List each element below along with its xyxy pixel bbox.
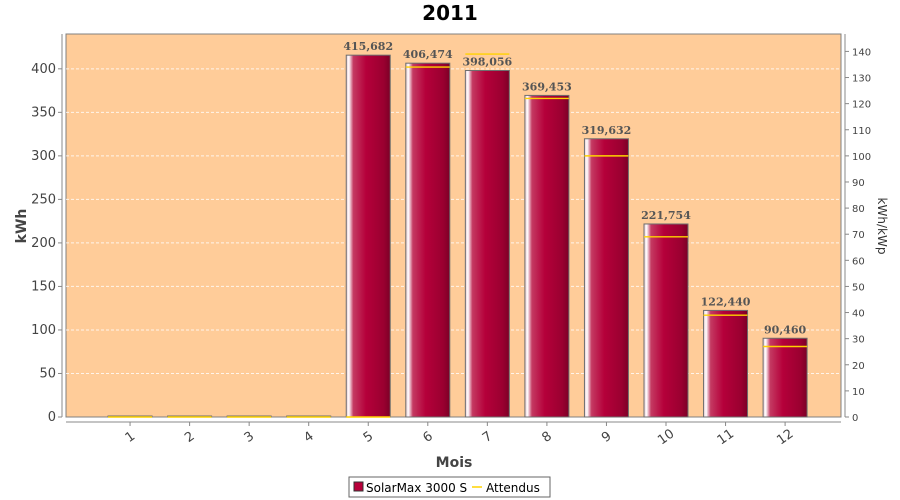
y-tick-label: 300 [31, 149, 56, 164]
bar [405, 62, 451, 418]
bar [464, 70, 510, 418]
bar [583, 138, 629, 418]
legend-label-attendus: Attendus [486, 481, 540, 495]
y-right-tick-label: 100 [852, 152, 871, 163]
x-tick-label: 9 [599, 429, 614, 446]
data-label: 90,460 [764, 323, 806, 336]
y-right-tick-label: 20 [852, 361, 865, 372]
y-right-tick-label: 50 [852, 282, 865, 293]
y-tick-label: 0 [48, 410, 56, 425]
bar [643, 223, 689, 418]
x-tick-label: 12 [774, 427, 796, 449]
y-right-tick-label: 110 [852, 126, 871, 137]
x-axis-label: Mois [436, 455, 473, 471]
y-axis-right: 0 10 20 30 40 50 60 70 80 90 100 110 120 130 140 [844, 34, 871, 424]
y-tick-label: 350 [31, 105, 56, 120]
chart-title: 2011 [422, 1, 478, 25]
data-label: 122,440 [701, 295, 751, 308]
data-label: 221,754 [641, 209, 691, 222]
data-label: 415,682 [343, 40, 393, 53]
y-axis-label-right: kWh/kWp [875, 198, 889, 255]
x-tick-label: 5 [361, 429, 376, 446]
data-label: 369,453 [522, 80, 572, 93]
x-tick-label: 1 [123, 429, 138, 446]
y-tick-label: 100 [31, 323, 56, 338]
y-tick-label: 200 [31, 236, 56, 251]
y-right-tick-label: 0 [852, 413, 858, 424]
data-labels: 415,682 406,474 398,056 369,453 319,632 221,7… [343, 40, 806, 336]
x-tick-label: 2 [182, 429, 197, 446]
x-axis: 1 2 3 4 5 6 7 8 9 10 11 12 [66, 421, 841, 449]
bar [345, 54, 391, 418]
x-tick-label: 8 [539, 429, 554, 446]
y-right-tick-label: 30 [852, 335, 865, 346]
data-label: 406,474 [403, 48, 453, 61]
y-right-tick-label: 80 [852, 204, 865, 215]
legend-label-solarmax: SolarMax 3000 S [366, 481, 467, 495]
y-right-tick-label: 10 [852, 387, 865, 398]
x-tick-label: 6 [420, 429, 435, 446]
y-right-tick-label: 40 [852, 309, 865, 320]
y-tick-label: 400 [31, 62, 56, 77]
legend-swatch-solarmax [353, 481, 364, 492]
bar [762, 337, 808, 418]
y-right-tick-label: 120 [852, 100, 871, 111]
bar [524, 94, 570, 418]
legend: SolarMax 3000 S Attendus [348, 476, 551, 498]
y-tick-label: 150 [31, 279, 56, 294]
x-tick-label: 4 [301, 429, 316, 446]
legend-box [348, 476, 551, 498]
y-right-tick-label: 70 [852, 230, 865, 241]
y-right-tick-label: 90 [852, 178, 865, 189]
x-tick-label: 7 [480, 429, 495, 446]
y-right-tick-label: 60 [852, 256, 865, 267]
data-label: 319,632 [582, 124, 632, 137]
expected-markers [108, 53, 808, 418]
bars [107, 54, 808, 418]
y-tick-label: 250 [31, 192, 56, 207]
y-tick-label: 50 [39, 366, 56, 381]
y-axis-label: kWh [14, 209, 30, 244]
x-tick-label: 10 [655, 427, 677, 449]
x-tick-label: 3 [242, 429, 257, 446]
data-label: 398,056 [462, 56, 512, 69]
bar [703, 309, 749, 418]
y-right-tick-label: 130 [852, 74, 871, 85]
y-axis-left: 0 50 100 150 200 250 300 350 400 [31, 34, 63, 425]
x-tick-label: 11 [715, 427, 737, 449]
y-right-tick-label: 140 [852, 47, 871, 58]
